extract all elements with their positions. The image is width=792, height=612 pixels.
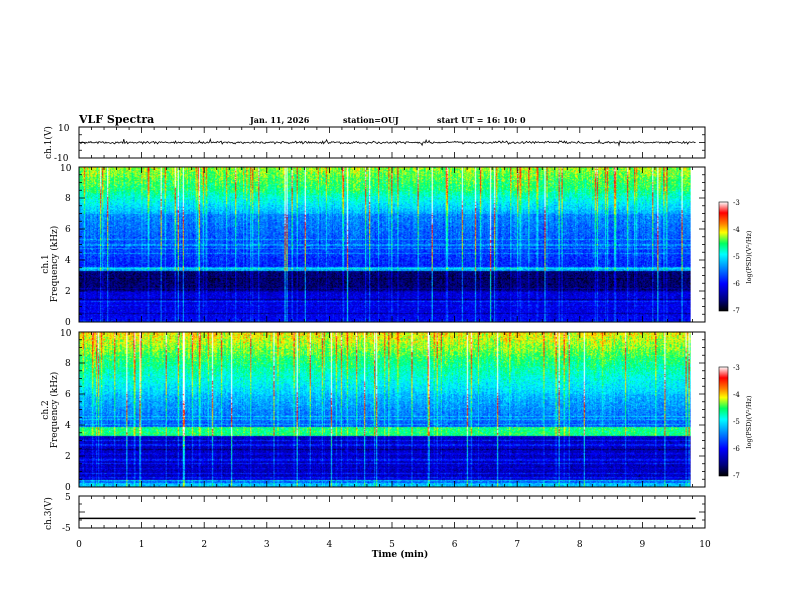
start-time-label: start UT = 16: 10: 0: [437, 115, 526, 125]
ch2-frequency-label: Frequency (kHz): [49, 372, 60, 449]
x-tick-label: 6: [452, 540, 458, 550]
ch2-colorbar-label: log(PSD)(V²/Hz): [745, 395, 753, 448]
ch1-spec-ytick: 6: [65, 225, 71, 235]
ch1-cb-tick: -7: [733, 307, 740, 315]
figure-title: VLF Spectra: [78, 113, 154, 126]
x-tick-label: 0: [76, 540, 82, 550]
x-tick-label: 7: [514, 540, 520, 550]
ch2-spectrogram-yticks: 0 2 4 6 8 10: [60, 329, 72, 493]
ch2-spec-ytick: 6: [65, 390, 71, 400]
axis-ticks: [78, 126, 706, 529]
ch1-cb-tick: -6: [733, 280, 740, 288]
ch1-colorbar-label: log(PSD)(V²/Hz): [745, 230, 753, 283]
ch1-spec-ytick: 4: [65, 256, 71, 266]
ch1-spec-ytick: 8: [65, 194, 71, 204]
ch2-cb-tick: -3: [733, 364, 740, 372]
ch2-cb-tick: -6: [733, 445, 740, 453]
ch1-spec-ytick: 10: [60, 164, 72, 174]
x-tick-label: 4: [327, 540, 333, 550]
ch2-colorbar: -3 -4 -5 -6 -7 log(PSD)(V²/Hz): [718, 364, 753, 480]
ch3-ytick-bottom: -5: [62, 524, 71, 534]
x-axis-label: Time (min): [372, 549, 429, 560]
ch3-ylabel: ch.3(V): [43, 497, 54, 530]
ch1-spec-ytick: 0: [65, 318, 71, 328]
x-tick-label: 2: [201, 540, 207, 550]
ch1-cb-tick: -3: [733, 199, 740, 207]
x-tick-label: 8: [577, 540, 583, 550]
ch1-cb-tick: -4: [733, 226, 740, 234]
x-tick-label: 9: [640, 540, 646, 550]
station-label: station=OUJ: [343, 115, 399, 125]
ch2-spec-ytick: 8: [65, 359, 71, 369]
x-tick-label: 10: [699, 540, 711, 550]
ch2-colorbar-bar: [718, 366, 729, 477]
ch1-spectrogram-image: [79, 167, 696, 322]
ch1-colorbar: -3 -4 -5 -6 -7 log(PSD)(V²/Hz): [718, 199, 753, 315]
ch1-ytick-top: 10: [58, 124, 70, 134]
ch1-ytick-bottom: -10: [54, 154, 69, 164]
date-label: Jan. 11, 2026: [249, 115, 310, 125]
ch1-spectrogram-yticks: 0 2 4 6 8 10: [60, 164, 72, 328]
ch3-ytick-top: 5: [65, 493, 71, 503]
ch2-spec-ytick: 2: [65, 452, 71, 462]
ch2-channel-label: ch.2: [41, 400, 51, 419]
ch1-cb-tick: -5: [733, 253, 740, 261]
ch2-spectrogram-image: [79, 332, 696, 487]
ch2-spec-ytick: 10: [60, 329, 72, 339]
ch1-waveform-ylabel: ch.1(V): [43, 126, 54, 159]
x-tick-label: 3: [264, 540, 270, 550]
ch2-spec-ytick: 4: [65, 421, 71, 431]
ch2-spec-ytick: 0: [65, 483, 71, 493]
x-tick-label: 1: [139, 540, 145, 550]
ch1-frequency-label: Frequency (kHz): [49, 226, 60, 303]
ch1-waveform-trace: [78, 137, 696, 147]
ch2-cb-tick: -7: [733, 472, 740, 480]
ch2-cb-tick: -4: [733, 391, 740, 399]
ch1-channel-label: ch.1: [41, 254, 51, 273]
ch2-cb-tick: -5: [733, 418, 740, 426]
x-tick-label: 5: [389, 540, 395, 550]
x-axis-tick-labels: 0 1 2 3 4 5 6 7 8 9 10: [76, 540, 711, 550]
ch1-colorbar-bar: [718, 201, 729, 312]
ch1-spec-ytick: 2: [65, 287, 71, 297]
